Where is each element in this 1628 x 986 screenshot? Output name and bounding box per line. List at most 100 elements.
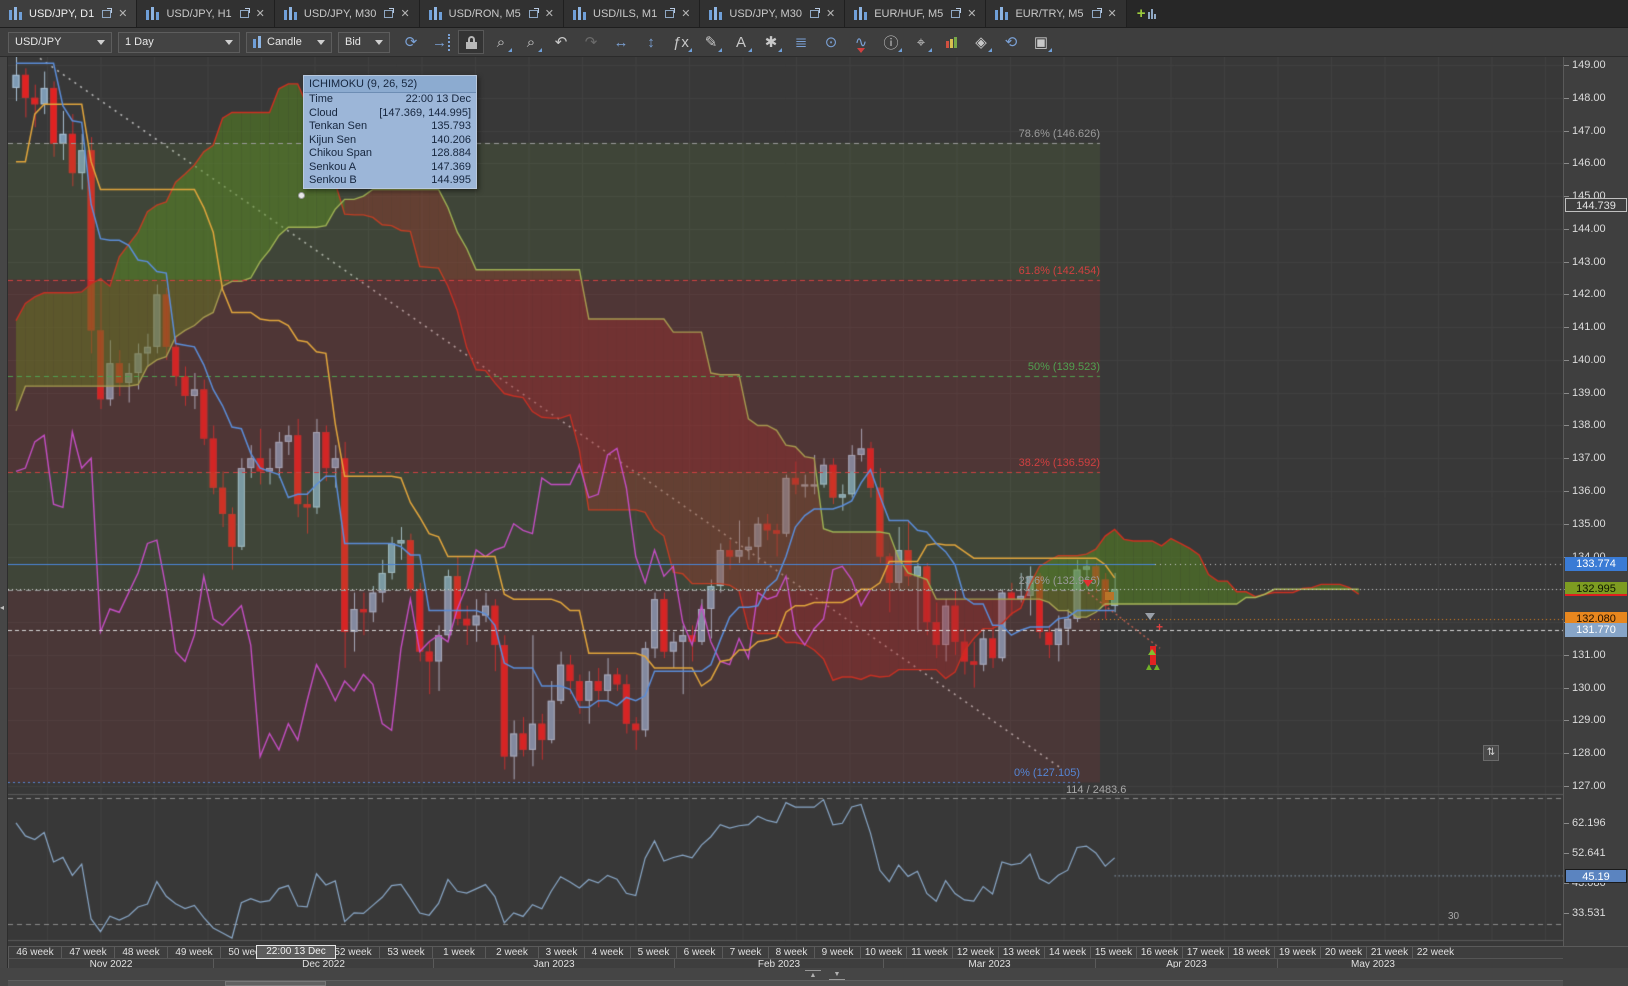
price-tick-label: 131.00 [1564, 648, 1606, 661]
save-icon[interactable]: ▣ [1028, 30, 1054, 54]
close-icon[interactable]: ✕ [681, 8, 691, 20]
tab-usd-jpy-d1[interactable]: USD/JPY, D1 ✕ [0, 0, 138, 27]
vertical-resize-icon[interactable]: ↕ [647, 33, 655, 51]
draw-icon[interactable]: ✎ [698, 30, 724, 54]
instrument-value: USD/JPY [15, 36, 62, 48]
collapse-down-button[interactable]: ▼ [829, 970, 845, 980]
period-select[interactable]: 1 Day [118, 31, 240, 53]
shift-end-icon[interactable]: → [428, 30, 454, 54]
month-cell: Feb 2023 [674, 959, 883, 969]
add-chart-button[interactable]: + [1127, 0, 1166, 27]
fib-level-label: 38.2% (136.592) [1018, 456, 1100, 469]
horizontal-resize-icon[interactable]: ↔ [613, 33, 629, 51]
collapse-up-button[interactable]: ▲ [805, 970, 821, 980]
patterns-icon[interactable]: ∿ [854, 34, 868, 53]
instrument-select[interactable]: USD/JPY [8, 31, 112, 53]
chart-type-select[interactable]: Candle [246, 31, 332, 53]
workspace-splitter[interactable]: ◂ [0, 57, 8, 968]
tab-usd-jpy-h1[interactable]: USD/JPY, H1 ✕ [137, 0, 275, 27]
price-tick-label: 148.00 [1564, 91, 1606, 104]
week-cell: 19 week [1274, 947, 1320, 958]
price-tick-label: 139.00 [1564, 386, 1606, 399]
chevron-down-icon [97, 39, 105, 45]
price-tick-label: 146.00 [1564, 157, 1606, 170]
close-icon[interactable]: ✕ [118, 8, 128, 20]
ichimoku-tooltip: ICHIMOKU (9, 26, 52) Time 22:00 13 Dec Clo… [303, 75, 477, 189]
close-icon[interactable]: ✕ [255, 8, 265, 20]
triangle-down-marker [1145, 613, 1155, 621]
close-icon[interactable]: ✕ [967, 8, 977, 20]
price-tick-label: 135.00 [1564, 517, 1606, 530]
bar-statistics-label: 114 / 2483.6 [1066, 784, 1127, 796]
popout-icon[interactable] [809, 7, 820, 18]
popout-icon[interactable] [951, 7, 962, 18]
visibility-icon[interactable]: ⊙ [824, 34, 838, 51]
week-cell: 46 week [8, 947, 61, 958]
week-cell: 13 week [998, 947, 1044, 958]
tab-usd-ils-m1[interactable]: USD/ILS, M1 ✕ [564, 0, 701, 27]
tab-usd-jpy-m30[interactable]: USD/JPY, M30 ✕ [700, 0, 846, 27]
popout-icon[interactable] [239, 7, 250, 18]
close-icon[interactable]: ✕ [544, 8, 554, 20]
price-tick-label: 143.00 [1564, 255, 1606, 268]
popout-icon[interactable] [1091, 7, 1102, 18]
tab-usd-ron-m5[interactable]: USD/RON, M5 ✕ [419, 0, 564, 27]
shapes-icon[interactable]: ✱ [758, 30, 784, 54]
scrollbar-thumb[interactable] [225, 981, 326, 986]
month-cell: Dec 2022 [213, 959, 433, 969]
period-value: 1 Day [125, 36, 154, 48]
themes-icon[interactable]: ◈ [968, 30, 994, 54]
dropdown-corner-icon [778, 44, 782, 52]
sync-icon[interactable]: ⟳ [404, 34, 418, 51]
info-icon[interactable]: ⓘ [878, 30, 904, 54]
tooltip-row-time: Time 22:00 13 Dec [309, 93, 471, 105]
tab-eur-try-m5[interactable]: EUR/TRY, M5 ✕ [986, 0, 1127, 27]
auto-update-icon[interactable]: ⟲ [1004, 34, 1018, 51]
price-chart-canvas[interactable] [8, 57, 1563, 946]
indicators-icon[interactable]: ƒx [668, 30, 694, 54]
horizontal-scrollbar[interactable] [8, 980, 1563, 986]
undo-icon[interactable]: ↶ [554, 34, 568, 51]
fib-level-label: 0% (127.105) [1013, 767, 1080, 780]
redo-icon[interactable]: ↷ [584, 34, 598, 51]
zoom-area-icon[interactable]: ⌕ [518, 30, 544, 54]
bar-stats-icon[interactable] [938, 30, 964, 54]
tab-usd-jpy-m30[interactable]: USD/JPY, M30 ✕ [274, 0, 420, 27]
price-tag-144.739: 144.739 [1565, 197, 1627, 212]
popout-icon[interactable] [528, 7, 539, 18]
fib-level-label: 23.6% (132.966) [1018, 575, 1100, 588]
month-cell: Jan 2023 [433, 959, 674, 969]
week-cell: 16 week [1136, 947, 1182, 958]
price-tag-131.770: 131.770 [1565, 622, 1627, 637]
week-cell: 50 week [220, 947, 273, 958]
tab-eur-huf-m5[interactable]: EUR/HUF, M5 ✕ [845, 0, 987, 27]
scroll-spinner[interactable]: ⇅ [1483, 745, 1499, 761]
dropdown-corner-icon [988, 44, 992, 52]
month-cell: Apr 2023 [1095, 959, 1277, 969]
tab-label: USD/JPY, D1 [29, 7, 95, 20]
dropdown-corner-icon [718, 44, 722, 52]
week-cell: 10 week [860, 947, 906, 958]
close-icon[interactable]: ✕ [1107, 8, 1117, 20]
crosshair-icon[interactable]: ⌖ [908, 30, 934, 54]
lock-icon[interactable] [458, 30, 484, 54]
month-cell: Mar 2023 [883, 959, 1095, 969]
price-axis[interactable]: 149.00 148.00 147.00 146.00 145.00 144.00 143.… [1563, 57, 1628, 946]
close-icon[interactable]: ✕ [825, 8, 836, 20]
dropdown-corner-icon [688, 44, 692, 52]
popout-icon[interactable] [665, 7, 676, 18]
text-tool-icon[interactable]: A [728, 30, 754, 54]
tab-bar: USD/JPY, D1 ✕ USD/JPY, H1 ✕ USD/JPY, M30 ✕ USD… [0, 0, 1628, 28]
close-icon[interactable]: ✕ [400, 8, 410, 20]
layers-icon[interactable]: ≣ [794, 34, 808, 51]
popout-icon[interactable] [384, 7, 395, 18]
price-side-select[interactable]: Bid [338, 31, 390, 53]
price-tag-132.995: 132.995 [1565, 582, 1627, 597]
popout-icon[interactable] [102, 7, 113, 18]
rsi-tick-label: 52.641 [1564, 846, 1606, 859]
week-cell: 22 week [1412, 947, 1458, 958]
zoom-interval-icon[interactable]: ⌕ [488, 30, 514, 54]
tooltip-row-tenkan-sen: Tenkan Sen 135.793 [309, 120, 471, 132]
